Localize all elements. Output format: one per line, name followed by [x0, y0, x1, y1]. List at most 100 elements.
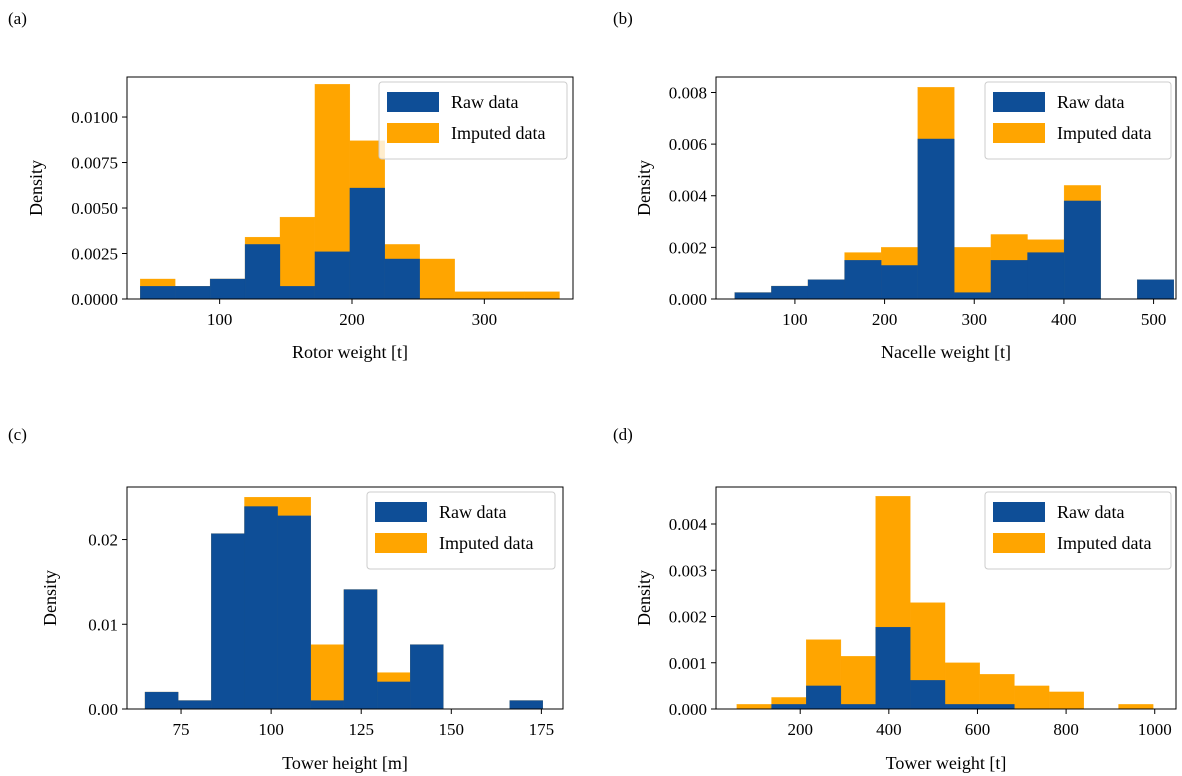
y-tick-label: 0.008	[669, 83, 707, 102]
raw-bar	[244, 506, 278, 710]
legend: Raw data Imputed data	[378, 81, 568, 160]
x-tick-label: 600	[965, 720, 991, 739]
raw-bar	[509, 700, 543, 710]
legend: Raw data Imputed data	[984, 491, 1172, 570]
raw-bar	[175, 286, 211, 300]
raw-bar	[376, 681, 411, 710]
raw-bar	[1137, 279, 1174, 300]
x-tick-label: 100	[782, 310, 808, 329]
x-tick-label: 400	[876, 720, 902, 739]
imputed-bar	[954, 247, 992, 300]
imputed-bar	[489, 291, 525, 300]
plot-frame	[715, 486, 1177, 710]
x-axis-label: Nacelle weight [t]	[881, 342, 1011, 362]
panel-label: (b)	[613, 9, 633, 28]
y-axis-label: Density	[26, 160, 46, 216]
raw-bar	[917, 138, 955, 300]
imputed-bar	[454, 291, 490, 300]
raw-bar	[244, 244, 281, 300]
raw-bar	[209, 278, 246, 300]
legend-swatch	[387, 123, 439, 143]
x-tick-label: 75	[173, 720, 190, 739]
plot-frame	[715, 76, 1177, 300]
x-axis-label: Rotor weight [t]	[292, 342, 408, 362]
y-tick-label: 0.0050	[71, 199, 118, 218]
y-tick-label: 0.002	[669, 238, 707, 257]
raw-bar	[875, 626, 911, 710]
y-tick-label: 0.02	[88, 531, 118, 550]
x-axis-label: Tower height [m]	[282, 753, 408, 773]
x-axis-label: Tower weight [t]	[886, 753, 1007, 773]
x-tick-label: 100	[207, 310, 233, 329]
x-tick-label: 400	[1051, 310, 1077, 329]
raw-bar	[1027, 252, 1065, 300]
raw-bar	[277, 515, 311, 710]
x-tick-label: 300	[961, 310, 987, 329]
imputed-bar	[1014, 685, 1050, 710]
legend-swatch	[993, 123, 1045, 143]
plot-frame	[126, 486, 564, 710]
raw-bar	[806, 685, 842, 710]
y-axis-label: Density	[634, 160, 654, 216]
y-tick-label: 0.01	[88, 615, 118, 634]
raw-bar	[954, 292, 992, 300]
raw-bar	[990, 260, 1028, 300]
x-tick-label: 500	[1141, 310, 1167, 329]
imputed-bar	[310, 644, 345, 710]
imputed-bar	[736, 704, 772, 710]
y-tick-label: 0.000	[669, 700, 707, 719]
x-tick-label: 1000	[1138, 720, 1172, 739]
raw-bar	[881, 265, 918, 300]
raw-bar	[314, 251, 351, 300]
panel-label: (c)	[8, 425, 27, 444]
x-tick-label: 200	[787, 720, 813, 739]
y-tick-label: 0.0025	[71, 245, 118, 264]
legend: Raw data Imputed data	[984, 81, 1172, 160]
imputed-bar	[840, 656, 876, 710]
legend-entry-label: Raw data	[439, 502, 506, 522]
raw-bar	[384, 258, 420, 300]
raw-bar	[349, 187, 385, 300]
legend-entry-label: Raw data	[1057, 92, 1124, 112]
y-tick-label: 0.002	[669, 608, 707, 627]
raw-bar	[410, 644, 444, 710]
y-tick-label: 0.0100	[71, 108, 118, 127]
legend-swatch	[375, 502, 427, 522]
y-tick-label: 0.000	[669, 290, 707, 309]
imputed-bar	[944, 662, 980, 710]
raw-bar	[771, 704, 807, 710]
x-tick-label: 300	[472, 310, 498, 329]
x-tick-label: 150	[439, 720, 465, 739]
legend-entry-label: Raw data	[1057, 502, 1124, 522]
panel-label: (d)	[613, 425, 633, 444]
panel-c: (c) 75 100 125 150 175 0.00 0.01 0.02 Tower heigh…	[8, 425, 564, 773]
y-tick-label: 0.0000	[71, 290, 118, 309]
panel-label: (a)	[8, 9, 27, 28]
raw-bar	[944, 704, 980, 710]
panel-b: (b) 100 200 300 400 500 0.000 0.002 0.004 0.006 0.…	[613, 9, 1177, 362]
raw-bar	[734, 292, 772, 300]
raw-bar	[979, 704, 1015, 710]
raw-bar	[178, 700, 212, 710]
x-tick-label: 175	[529, 720, 555, 739]
plot-frame	[126, 76, 574, 300]
y-axis-label: Density	[634, 570, 654, 626]
raw-bar	[844, 260, 882, 300]
x-tick-label: 200	[339, 310, 365, 329]
panel-d: (d) 200 400 600 800 1000 0.000 0.001 0.002 0.003 0…	[613, 425, 1177, 773]
y-tick-label: 0.003	[669, 561, 707, 580]
raw-bar	[771, 285, 809, 300]
raw-bar	[910, 680, 946, 710]
legend-entry-label: Raw data	[451, 92, 518, 112]
y-tick-label: 0.004	[669, 187, 708, 206]
x-tick-label: 100	[258, 720, 284, 739]
legend-entry-label: Imputed data	[439, 533, 533, 553]
y-tick-label: 0.006	[669, 135, 707, 154]
raw-bar	[1063, 200, 1101, 300]
raw-bar	[343, 589, 378, 710]
imputed-bar	[419, 258, 455, 300]
raw-bar	[144, 691, 179, 710]
raw-bar	[807, 279, 845, 300]
x-tick-label: 125	[348, 720, 374, 739]
